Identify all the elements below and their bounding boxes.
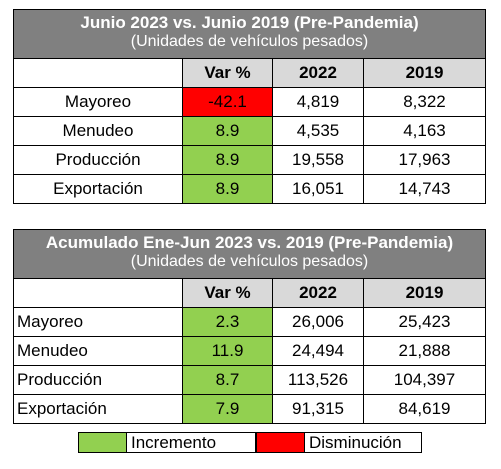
table-row: Exportación 8.9 16,051 14,743 bbox=[13, 174, 486, 204]
column-header-var: Var % bbox=[182, 58, 273, 88]
row-label: Menudeo bbox=[13, 116, 183, 146]
var-cell: -42.1 bbox=[182, 87, 273, 117]
value-2019-cell: 4,163 bbox=[363, 116, 486, 146]
row-label: Menudeo bbox=[13, 336, 183, 366]
value-2022-cell: 16,051 bbox=[272, 174, 364, 204]
column-header-row: Var % 2022 2019 bbox=[13, 278, 486, 308]
legend-decrease-swatch bbox=[256, 432, 305, 453]
value-2019-cell: 17,963 bbox=[363, 145, 486, 175]
table-header: Junio 2023 vs. Junio 2019 (Pre-Pandemia)… bbox=[13, 9, 486, 59]
row-label: Exportación bbox=[13, 394, 183, 424]
column-header-blank bbox=[13, 58, 183, 88]
table-row: Mayoreo -42.1 4,819 8,322 bbox=[13, 87, 486, 117]
value-2019-cell: 25,423 bbox=[363, 307, 486, 337]
value-2019-cell: 21,888 bbox=[363, 336, 486, 366]
table-subtitle: (Unidades de vehículos pesados) bbox=[130, 33, 369, 50]
table-header-row: Junio 2023 vs. Junio 2019 (Pre-Pandemia)… bbox=[13, 9, 486, 59]
var-cell: 7.9 bbox=[182, 394, 273, 424]
legend-increase-label: Incremento bbox=[127, 432, 256, 453]
value-2022-cell: 4,535 bbox=[272, 116, 364, 146]
column-header-2022: 2022 bbox=[272, 278, 364, 308]
value-2022-cell: 91,315 bbox=[272, 394, 364, 424]
table-header-row: Acumulado Ene-Jun 2023 vs. 2019 (Pre-Pan… bbox=[13, 229, 486, 279]
legend: Incremento Disminución bbox=[78, 432, 422, 453]
column-header-row: Var % 2022 2019 bbox=[13, 58, 486, 88]
value-2022-cell: 24,494 bbox=[272, 336, 364, 366]
column-header-2019: 2019 bbox=[363, 278, 486, 308]
row-label: Mayoreo bbox=[13, 87, 183, 117]
table-title: Acumulado Ene-Jun 2023 vs. 2019 (Pre-Pan… bbox=[45, 233, 454, 252]
var-cell: 8.9 bbox=[182, 116, 273, 146]
var-cell: 8.9 bbox=[182, 174, 273, 204]
column-header-blank bbox=[13, 278, 183, 308]
table-cumulative-comparison: Acumulado Ene-Jun 2023 vs. 2019 (Pre-Pan… bbox=[13, 229, 486, 424]
value-2022-cell: 26,006 bbox=[272, 307, 364, 337]
row-label: Producción bbox=[13, 365, 183, 395]
row-label: Mayoreo bbox=[13, 307, 183, 337]
var-cell: 11.9 bbox=[182, 336, 273, 366]
table-row: Producción 8.9 19,558 17,963 bbox=[13, 145, 486, 175]
var-cell: 2.3 bbox=[182, 307, 273, 337]
row-label: Exportación bbox=[13, 174, 183, 204]
value-2019-cell: 104,397 bbox=[363, 365, 486, 395]
column-header-2019: 2019 bbox=[363, 58, 486, 88]
table-june-comparison: Junio 2023 vs. Junio 2019 (Pre-Pandemia)… bbox=[13, 9, 486, 204]
value-2019-cell: 14,743 bbox=[363, 174, 486, 204]
table-row: Producción 8.7 113,526 104,397 bbox=[13, 365, 486, 395]
value-2022-cell: 4,819 bbox=[272, 87, 364, 117]
table-header: Acumulado Ene-Jun 2023 vs. 2019 (Pre-Pan… bbox=[13, 229, 486, 279]
legend-decrease-label: Disminución bbox=[305, 432, 422, 453]
column-header-2022: 2022 bbox=[272, 58, 364, 88]
table-subtitle: (Unidades de vehículos pesados) bbox=[130, 253, 369, 270]
table-row: Menudeo 8.9 4,535 4,163 bbox=[13, 116, 486, 146]
table-row: Menudeo 11.9 24,494 21,888 bbox=[13, 336, 486, 366]
value-2019-cell: 8,322 bbox=[363, 87, 486, 117]
value-2022-cell: 19,558 bbox=[272, 145, 364, 175]
table-row: Exportación 7.9 91,315 84,619 bbox=[13, 394, 486, 424]
var-cell: 8.9 bbox=[182, 145, 273, 175]
row-label: Producción bbox=[13, 145, 183, 175]
legend-increase-swatch bbox=[78, 432, 127, 453]
var-cell: 8.7 bbox=[182, 365, 273, 395]
value-2022-cell: 113,526 bbox=[272, 365, 364, 395]
table-title: Junio 2023 vs. Junio 2019 (Pre-Pandemia) bbox=[80, 13, 419, 32]
column-header-var: Var % bbox=[182, 278, 273, 308]
value-2019-cell: 84,619 bbox=[363, 394, 486, 424]
table-row: Mayoreo 2.3 26,006 25,423 bbox=[13, 307, 486, 337]
